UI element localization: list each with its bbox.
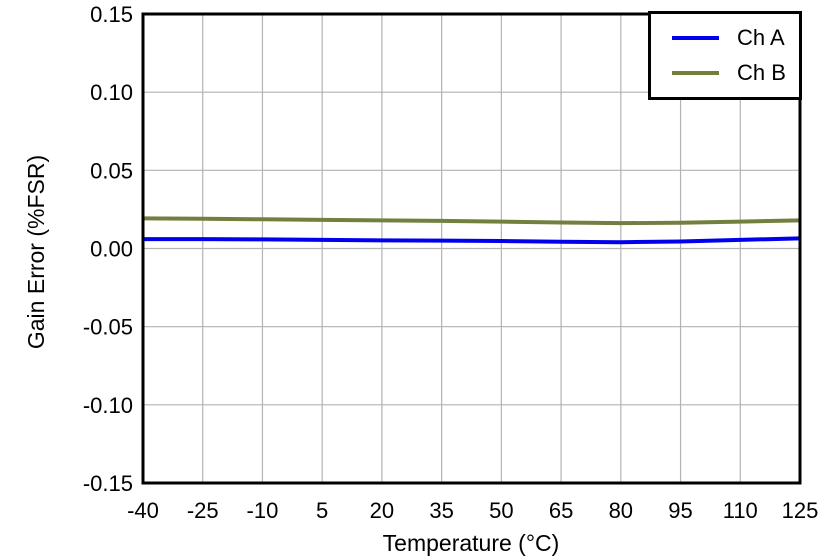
- x-tick-label: 125: [782, 498, 819, 523]
- x-tick-label: 20: [370, 498, 394, 523]
- x-tick-label: 35: [429, 498, 453, 523]
- y-tick-label: -0.05: [83, 315, 133, 340]
- tick-labels: -40 -25 -10 5 20 35 50 65 80 95 110 125 0.15 0.10 0.05…: [83, 2, 819, 523]
- x-tick-label: 5: [316, 498, 328, 523]
- y-tick-label: -0.10: [83, 393, 133, 418]
- plot-frame: [141, 12, 802, 485]
- x-tick-label: 65: [549, 498, 573, 523]
- y-axis-title: Gain Error (%FSR): [23, 155, 49, 349]
- data-series-lines: [142, 216, 801, 245]
- chart-legend: Ch A Ch B: [648, 11, 802, 100]
- legend-label-ch-b: Ch B: [737, 60, 786, 85]
- x-tick-label: 95: [668, 498, 692, 523]
- y-tick-label: 0.10: [90, 80, 133, 105]
- x-tick-label: -10: [247, 498, 279, 523]
- ch-b-line-swatch-icon: [672, 71, 719, 75]
- x-tick-label: 110: [723, 498, 758, 523]
- x-tick-label: 80: [609, 498, 633, 523]
- x-tick-label: -25: [187, 498, 219, 523]
- y-tick-label: 0.05: [90, 158, 133, 183]
- series-line-ch-a: [143, 236, 801, 245]
- x-axis-title: Temperature (°C): [383, 530, 560, 556]
- x-tick-label: -40: [127, 498, 159, 523]
- legend-label-ch-a: Ch A: [737, 25, 785, 50]
- axes-frame: [141, 12, 802, 485]
- y-tick-label: 0.15: [90, 2, 133, 27]
- y-tick-label: -0.15: [83, 471, 133, 496]
- legend-item-ch-b: Ch B: [672, 62, 799, 84]
- y-tick-label: 0.00: [90, 237, 133, 262]
- x-tick-label: 50: [489, 498, 513, 523]
- series-line-ch-b: [142, 216, 801, 226]
- legend-item-ch-a: Ch A: [672, 27, 799, 49]
- ch-a-line-swatch-icon: [672, 36, 719, 40]
